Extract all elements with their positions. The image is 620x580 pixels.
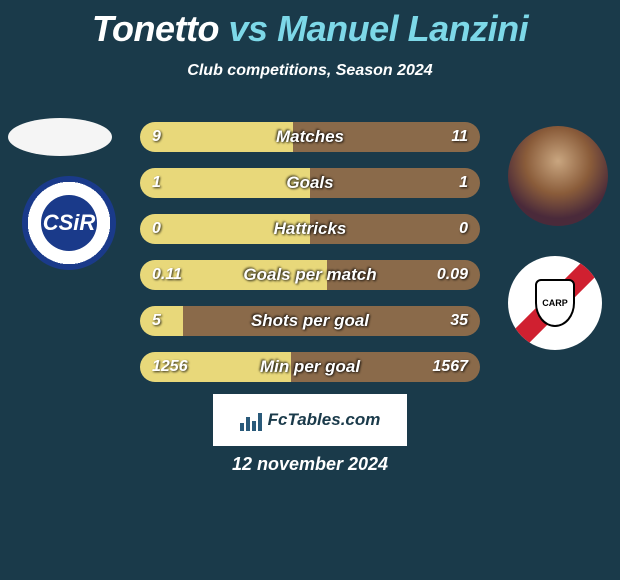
stat-bar-left	[140, 168, 310, 198]
crest1-initials: CSiR	[41, 195, 97, 251]
stat-row: Shots per goal535	[140, 306, 480, 336]
stat-row: Hattricks00	[140, 214, 480, 244]
stat-row: Matches911	[140, 122, 480, 152]
date-text: 12 november 2024	[0, 454, 620, 475]
footer-brand-text: FcTables.com	[268, 410, 381, 430]
player2-club-crest: CARP	[508, 256, 602, 350]
stat-bar-right	[310, 168, 480, 198]
footer-brand-box: FcTables.com	[213, 394, 407, 446]
stat-bar-right	[310, 214, 480, 244]
crest2-initials: CARP	[535, 279, 575, 327]
stat-bar-right	[291, 352, 480, 382]
stats-container: Matches911 Goals11 Hattricks00 Goals per ma…	[140, 122, 480, 398]
stat-bar-left	[140, 352, 291, 382]
subtitle: Club competitions, Season 2024	[0, 62, 620, 80]
stat-bar-left	[140, 306, 183, 336]
stat-bar-right	[327, 260, 480, 290]
title-player2: Manuel Lanzini	[277, 8, 528, 49]
stat-bar-left	[140, 214, 310, 244]
stat-row: Min per goal12561567	[140, 352, 480, 382]
fctables-logo-icon	[240, 409, 262, 431]
title-vs: vs	[229, 8, 268, 49]
stat-row: Goals per match0.110.09	[140, 260, 480, 290]
stat-row: Goals11	[140, 168, 480, 198]
player1-club-crest: CSiR	[22, 176, 116, 270]
stat-bar-right	[183, 306, 481, 336]
page-title: Tonetto vs Manuel Lanzini	[0, 0, 620, 50]
player1-avatar	[8, 118, 112, 156]
title-player1: Tonetto	[92, 8, 219, 49]
stat-bar-right	[293, 122, 480, 152]
stat-bar-left	[140, 122, 293, 152]
stat-bar-left	[140, 260, 327, 290]
player2-avatar	[508, 126, 608, 226]
